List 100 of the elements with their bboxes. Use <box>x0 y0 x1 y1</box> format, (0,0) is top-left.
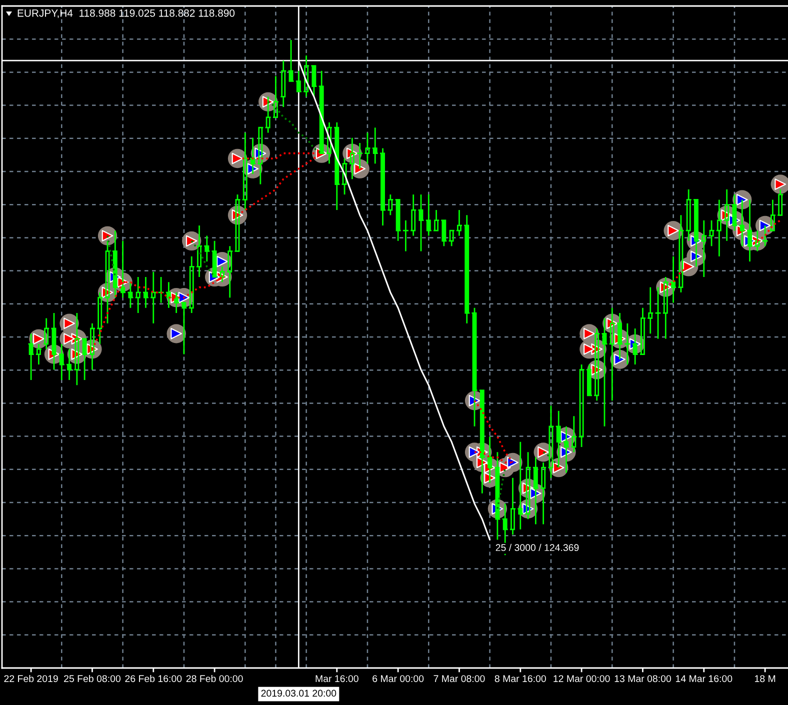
candlestick <box>540 462 547 525</box>
annotation: 25 / 3000 / 124.369 <box>496 544 579 552</box>
candlestick <box>295 70 302 92</box>
candlestick <box>348 137 356 180</box>
candlestick <box>119 240 126 298</box>
candlestick <box>685 188 692 242</box>
candlestick <box>249 137 256 175</box>
candlestick <box>256 126 264 185</box>
x-tick-label: 14 Mar 16:00 <box>676 675 732 682</box>
candlestick <box>310 65 318 98</box>
candlestick <box>341 158 348 196</box>
x-tick-label: 22 Feb 2019 <box>4 674 58 682</box>
candlestick <box>524 451 532 520</box>
candlestick <box>754 230 761 252</box>
candlestick <box>66 348 73 381</box>
candlestick <box>456 209 463 236</box>
candlestick <box>731 194 738 232</box>
candlestick <box>158 276 164 304</box>
x-tick-label: 26 Feb 16:00 <box>125 674 182 682</box>
candlestick <box>356 142 364 170</box>
text: 2019.03.01 20:00 <box>261 690 336 697</box>
candlestick <box>738 199 746 247</box>
candlestick <box>670 256 677 304</box>
candlestick <box>608 307 616 402</box>
candlestick <box>188 256 196 314</box>
candlestick <box>486 436 494 484</box>
candlestick <box>50 312 58 370</box>
candlestick <box>448 230 456 247</box>
candlestick <box>509 477 516 536</box>
x-tick-label: 25 Feb 08:00 <box>64 674 120 682</box>
candlestick <box>242 132 249 211</box>
candlestick <box>142 276 150 309</box>
candlestick <box>88 322 96 370</box>
candlestick <box>471 307 478 428</box>
candlestick <box>570 415 578 453</box>
candlestick <box>632 328 639 366</box>
candlestick <box>723 188 730 242</box>
candlestick <box>646 286 654 334</box>
x-tick-label: 13 Mar 08:00 <box>614 675 671 682</box>
x-tick-label: 8 Mar 16:00 <box>494 675 546 682</box>
candlestick <box>394 199 402 242</box>
candlestick <box>769 199 776 232</box>
candlestick <box>150 271 157 324</box>
candlestick <box>440 220 448 247</box>
x-tick-label: 7 Mar 08:00 <box>434 675 485 682</box>
candlestick <box>432 209 440 232</box>
candlestick <box>196 224 203 278</box>
candlestick <box>81 338 88 381</box>
candlestick <box>562 426 570 474</box>
candlestick <box>516 441 524 530</box>
candlestick <box>532 456 540 525</box>
candlestick <box>662 276 670 340</box>
candlestick <box>463 214 470 324</box>
candlestick <box>35 343 42 366</box>
candlestick <box>586 364 593 396</box>
chart-title: EURJPY,H4 118.988 119.025 118.882 118.890 <box>18 9 235 18</box>
candlestick <box>578 364 586 448</box>
candlestick <box>716 199 723 258</box>
candlestick <box>410 194 417 236</box>
candlestick <box>616 312 624 360</box>
candlestick <box>333 122 340 211</box>
candlestick <box>364 132 371 164</box>
candlestick <box>478 390 486 494</box>
candlestick <box>418 194 424 252</box>
candlestick <box>593 328 600 402</box>
candlestick <box>776 188 784 216</box>
candlestick <box>180 302 188 355</box>
candlestick <box>211 240 218 278</box>
candlestick <box>218 266 226 283</box>
candlestick <box>28 332 34 381</box>
candlestick <box>678 214 684 294</box>
candlestick <box>42 318 50 350</box>
candlestick <box>326 122 333 164</box>
candlestick <box>58 343 66 381</box>
candlestick <box>548 405 554 479</box>
candlestick <box>762 224 769 247</box>
candlestick <box>280 60 287 108</box>
candlestick <box>104 240 111 324</box>
x-tick-label: 6 Mar 00:00 <box>372 675 424 682</box>
x-tick-label: Mar 16:00 <box>316 675 358 682</box>
candlestick <box>226 245 234 298</box>
candlestick <box>624 322 631 366</box>
candlestick <box>73 312 80 386</box>
candlestick <box>402 220 410 252</box>
candlestick <box>134 276 142 314</box>
candlestick <box>425 194 432 236</box>
candlestick <box>708 220 715 247</box>
candlestick <box>127 281 134 309</box>
candlestick <box>639 307 646 355</box>
x-tick-label: 12 Mar 00:00 <box>554 675 610 682</box>
candlestick <box>654 286 662 340</box>
candlestick <box>264 96 272 134</box>
candlestick <box>386 194 394 216</box>
candlestick <box>746 199 754 262</box>
candlestick <box>700 220 708 278</box>
x-tick-label: 28 Feb 00:00 <box>186 674 243 682</box>
candlestick <box>692 199 700 268</box>
candlestick <box>372 126 379 164</box>
candlestick <box>112 230 119 298</box>
candlestick <box>379 147 386 226</box>
